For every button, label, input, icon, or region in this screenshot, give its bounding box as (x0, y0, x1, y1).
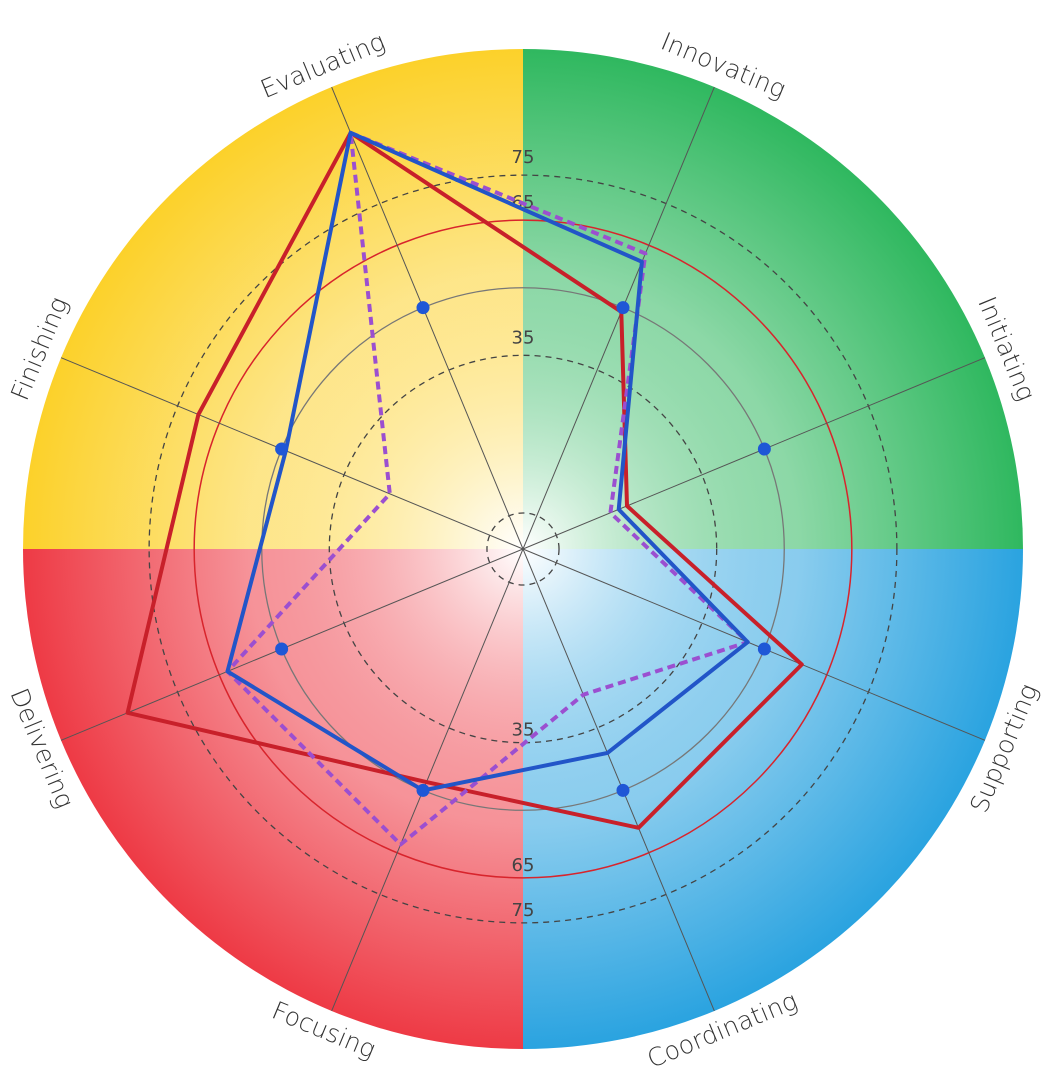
marker (275, 642, 289, 656)
marker (757, 442, 771, 456)
axis-line (522, 548, 715, 1012)
r-tick-label: 75 (512, 147, 535, 168)
quadrant (523, 49, 1023, 549)
marker (616, 301, 630, 315)
axis-line (60, 357, 524, 550)
r-tick-label: 65 (512, 855, 535, 876)
ring (328, 354, 718, 744)
axis-line (522, 548, 986, 741)
r-tick-label: 75 (512, 900, 535, 921)
series-line (225, 130, 750, 793)
quadrant (23, 49, 523, 549)
marker (416, 783, 430, 797)
marker (416, 301, 430, 315)
quadrant (23, 549, 523, 1049)
axis-line (522, 86, 715, 550)
r-tick-label: 35 (512, 720, 535, 741)
axis-line (331, 86, 524, 550)
marker (616, 783, 630, 797)
marker (757, 642, 771, 656)
axis-line (60, 548, 524, 741)
ring (193, 219, 853, 879)
axis-line (522, 357, 986, 550)
ring (486, 512, 560, 586)
axis-line (331, 548, 524, 1012)
r-tick-label: 35 (512, 327, 535, 348)
series-line (125, 130, 804, 830)
marker (275, 442, 289, 456)
ring (148, 174, 898, 924)
